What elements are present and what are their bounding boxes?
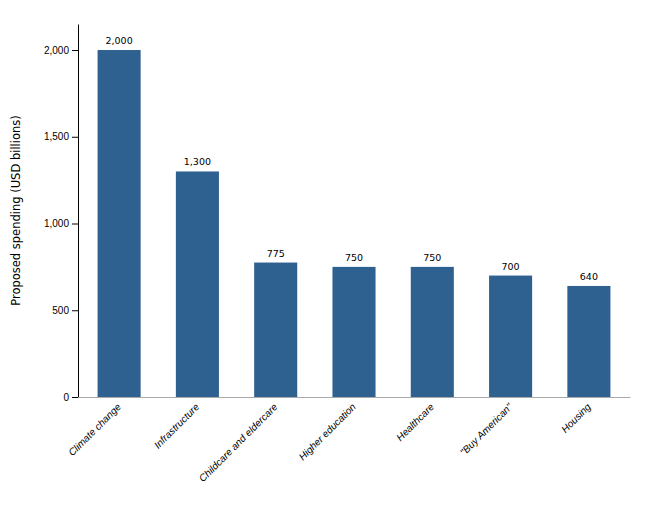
data-label: 750 bbox=[423, 252, 441, 263]
bar bbox=[489, 276, 532, 397]
x-tick: Infrastructure bbox=[152, 401, 202, 451]
x-tick: "Buy American" bbox=[458, 401, 515, 458]
y-axis: 0 500 1,000 1,500 2,000 bbox=[44, 25, 79, 403]
bar bbox=[411, 267, 454, 397]
data-label: 750 bbox=[345, 252, 363, 263]
y-tick-mark bbox=[72, 310, 78, 311]
chart-svg: 0 500 1,000 1,500 2,000 Climate change Infrast… bbox=[0, 0, 650, 532]
x-tick-label: Childcare and eldercare bbox=[197, 401, 280, 484]
data-labels: 2,000 1,300 775 750 750 700 640 bbox=[106, 35, 598, 282]
y-tick-mark bbox=[72, 50, 78, 51]
x-tick-label: "Buy American" bbox=[458, 401, 515, 458]
y-tick-label: 0 bbox=[63, 392, 69, 403]
x-tick: Climate change bbox=[66, 401, 123, 458]
bar bbox=[567, 286, 610, 397]
x-tick: Housing bbox=[559, 401, 593, 435]
y-tick-label: 1,500 bbox=[44, 131, 69, 142]
x-tick: Childcare and eldercare bbox=[197, 401, 280, 484]
y-axis-line bbox=[78, 25, 79, 398]
y-tick: 1,000 bbox=[44, 218, 78, 229]
bar bbox=[176, 171, 219, 397]
y-tick-mark bbox=[72, 397, 78, 398]
y-axis-title: Proposed spending (USD billions) bbox=[9, 115, 23, 306]
bar bbox=[332, 267, 375, 397]
y-tick: 0 bbox=[63, 392, 78, 403]
data-label: 2,000 bbox=[106, 35, 133, 46]
data-label: 775 bbox=[267, 248, 285, 259]
x-axis: Climate change InfrastructureChildcare an… bbox=[66, 398, 630, 484]
y-tick: 1,500 bbox=[44, 131, 78, 142]
y-tick: 2,000 bbox=[44, 45, 78, 56]
y-tick-label: 500 bbox=[52, 305, 69, 316]
x-tick: Higher education bbox=[297, 401, 359, 463]
data-label: 1,300 bbox=[184, 156, 211, 167]
bars bbox=[98, 50, 611, 397]
chart-container: 0 500 1,000 1,500 2,000 Climate change Infrast… bbox=[0, 0, 650, 532]
bar bbox=[98, 50, 141, 397]
x-tick-label: Climate change bbox=[66, 401, 123, 458]
y-tick-label: 1,000 bbox=[44, 218, 69, 229]
x-tick: Healthcare bbox=[394, 401, 436, 443]
x-tick-label: Infrastructure bbox=[152, 401, 202, 451]
bar bbox=[254, 263, 297, 397]
y-tick-label: 2,000 bbox=[44, 45, 69, 56]
x-tick-label: Housing bbox=[559, 401, 593, 435]
x-tick-label: Higher education bbox=[297, 401, 359, 463]
y-tick-mark bbox=[72, 224, 78, 225]
plot-area: 0 500 1,000 1,500 2,000 Climate change Infrast… bbox=[44, 25, 631, 484]
x-tick-label: Healthcare bbox=[394, 401, 436, 443]
y-tick-mark bbox=[72, 137, 78, 138]
x-axis-line bbox=[79, 397, 631, 398]
y-tick: 500 bbox=[52, 305, 78, 316]
data-label: 640 bbox=[580, 271, 598, 282]
data-label: 700 bbox=[502, 261, 520, 272]
